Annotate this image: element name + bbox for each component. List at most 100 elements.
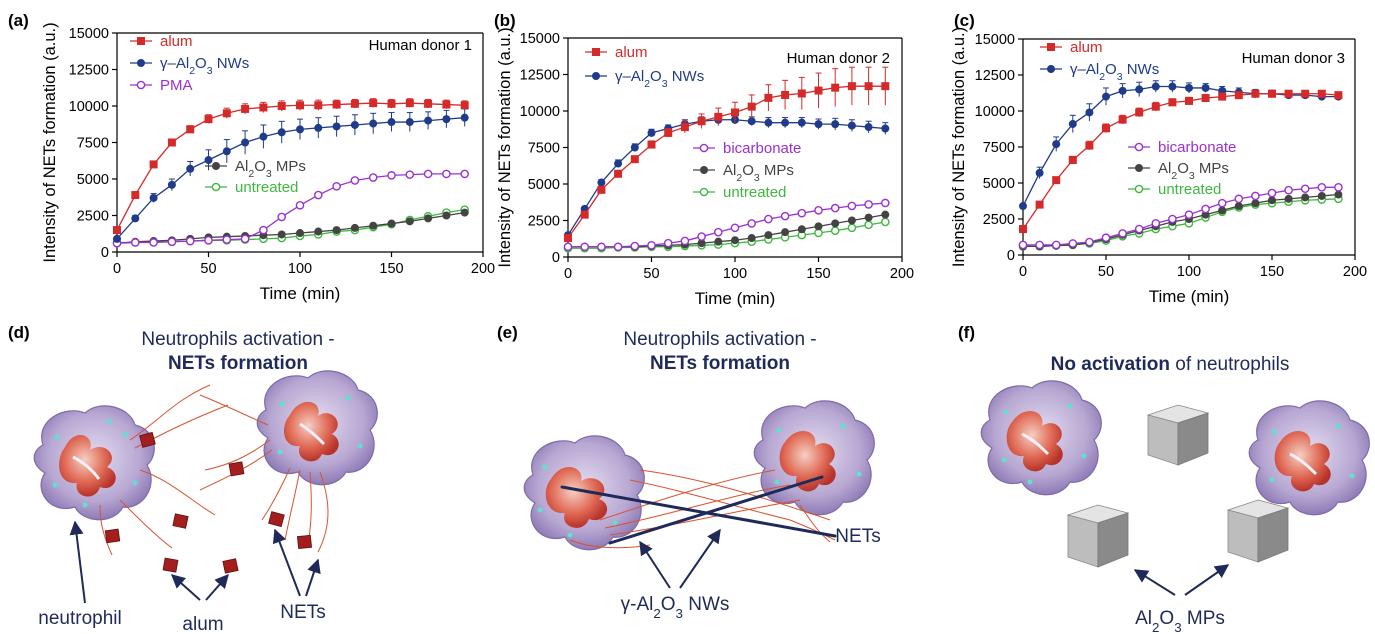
data-point (847, 201, 857, 211)
data-point (1035, 240, 1044, 250)
data-point (423, 169, 433, 179)
legend-entry: untreated (693, 184, 786, 201)
data-point (350, 99, 359, 108)
y-tick-label: 10000 (520, 104, 560, 120)
data-point (369, 221, 378, 230)
series-line (1023, 198, 1339, 248)
data-point (881, 82, 890, 91)
data-point (1251, 191, 1260, 201)
data-point (1035, 168, 1044, 177)
chart-panel-c: (c) 0 2500 5000 7500 10000 12500 15000 0 50 100 150… (950, 11, 1367, 306)
data-point (1218, 92, 1227, 101)
legend-label: Al2O3 MPs (723, 162, 794, 184)
data-point (697, 232, 706, 241)
legend-label: bicarbonate (723, 140, 801, 157)
data-point (113, 234, 121, 243)
data-point (222, 235, 232, 244)
panel-label-e: (e) (497, 323, 518, 342)
data-point (1068, 239, 1078, 248)
y-tick-label: 12500 (975, 68, 1015, 84)
data-point (314, 101, 323, 110)
series-alum (564, 66, 890, 243)
legend-label: untreated (723, 184, 786, 201)
data-point (350, 120, 359, 129)
data-point (647, 140, 656, 149)
data-point (1085, 141, 1094, 150)
data-point (314, 227, 323, 236)
data-point (1184, 210, 1194, 219)
data-point (369, 119, 378, 128)
data-point (730, 223, 740, 233)
label-alum: alum (182, 614, 223, 634)
data-point (240, 234, 250, 244)
data-point (460, 208, 469, 217)
data-point (277, 102, 286, 110)
diagram-f-title-rest: of neutrophils (1170, 354, 1289, 375)
legend-label: γ–Al2O3 NWs (615, 68, 704, 90)
data-point (277, 212, 287, 222)
data-point (131, 191, 140, 200)
series-mps (1019, 190, 1343, 251)
data-point (797, 208, 807, 218)
legend-marker (211, 182, 221, 192)
data-point (350, 176, 360, 185)
data-point (864, 123, 873, 132)
data-point (647, 241, 656, 250)
legend-label: untreated (1158, 181, 1221, 198)
legend-marker (699, 143, 709, 153)
y-tick-label: 10000 (975, 104, 1015, 120)
y-tick-label: 0 (101, 245, 109, 261)
y-tick-label: 5000 (983, 176, 1015, 192)
data-point (830, 226, 840, 236)
data-point (1168, 82, 1177, 91)
neutrophil-cell-right (256, 370, 378, 486)
data-point (580, 242, 590, 252)
data-point (747, 117, 756, 126)
data-point (881, 210, 890, 219)
diagram-f-title: No activation of neutrophils (1051, 354, 1290, 375)
y-tick-label: 5000 (77, 172, 109, 188)
data-point (1018, 240, 1028, 250)
data-point (1085, 237, 1094, 247)
legend-label: γ–Al2O3 NWs (160, 55, 249, 77)
data-point (597, 242, 606, 252)
data-point (831, 83, 840, 92)
y-tick-label: 12500 (520, 68, 560, 84)
label-neutrophil: neutrophil (38, 608, 121, 629)
data-point (1284, 194, 1293, 203)
data-point (1068, 119, 1077, 128)
data-point (1102, 124, 1110, 133)
data-point (864, 213, 873, 222)
data-point (442, 169, 451, 179)
data-point (1185, 96, 1193, 105)
diagram-d-title-line1: Neutrophils activation - (141, 329, 334, 350)
diagram-f-title-bold: No activation (1051, 354, 1170, 375)
data-point (781, 90, 790, 99)
data-point (277, 230, 286, 239)
series-mps (564, 210, 890, 251)
data-point (1234, 91, 1243, 100)
y-axis-label: Intensity of NETs formation (a.u.) (496, 27, 514, 267)
data-point (814, 120, 823, 129)
data-point (1101, 233, 1111, 243)
series-untreated (1018, 194, 1343, 251)
data-point (881, 198, 890, 208)
diagram-d-title-line2: NETs formation (168, 353, 308, 374)
data-point (1334, 91, 1343, 100)
data-point (764, 93, 773, 102)
diagram-panel-e: (e) Neutrophils activation - NETs format… (497, 323, 881, 621)
data-point (731, 236, 739, 245)
series-alum (113, 98, 469, 235)
data-point (1168, 98, 1177, 107)
data-point (1284, 89, 1293, 98)
data-point (797, 225, 806, 234)
legend-label: untreated (235, 179, 298, 196)
data-point (1317, 191, 1326, 200)
legend-entry: alum (1040, 39, 1103, 56)
x-tick-label: 150 (806, 266, 830, 282)
y-tick-label: 2500 (528, 214, 560, 230)
data-point (847, 82, 856, 91)
data-point (113, 226, 121, 235)
y-tick-label: 2500 (983, 212, 1015, 228)
data-point (405, 217, 414, 226)
